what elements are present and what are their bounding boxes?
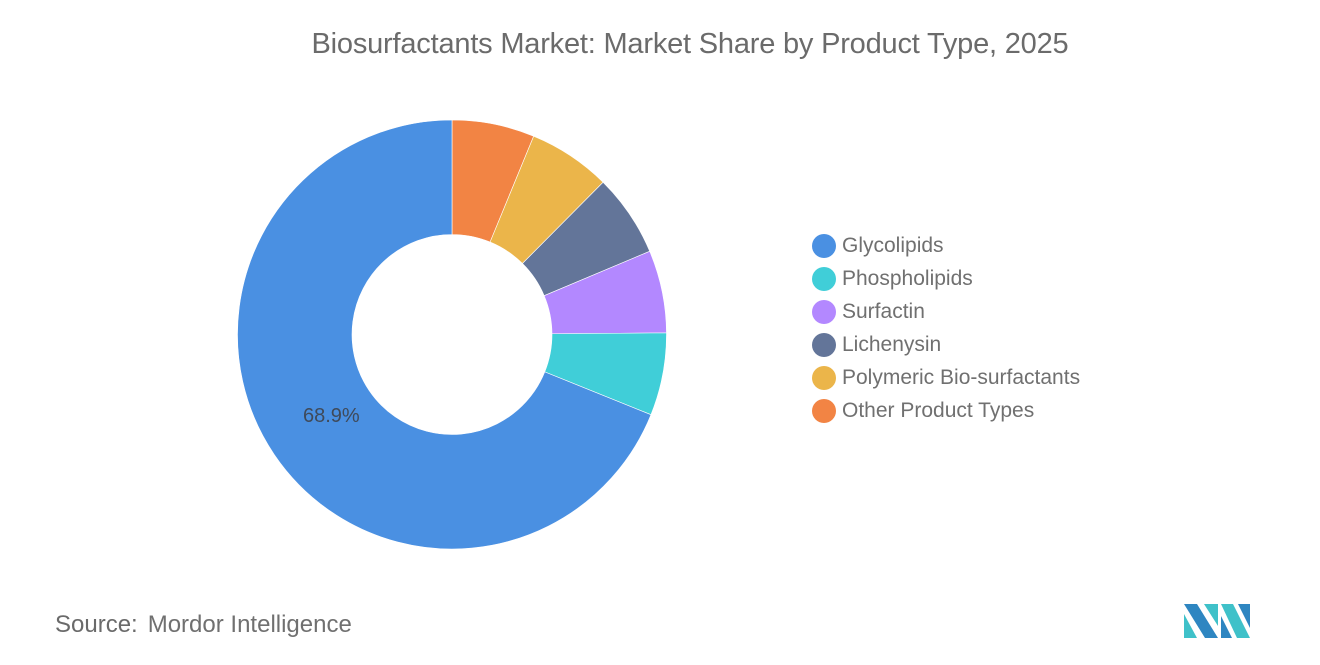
- legend-label: Phospholipids: [842, 266, 973, 290]
- legend-label: Surfactin: [842, 299, 925, 323]
- legend-marker-surfactin: [812, 299, 836, 324]
- legend-marker-glycolipids: [812, 233, 836, 258]
- legend-item-phospholipids[interactable]: Phospholipids: [812, 262, 1080, 295]
- legend-item-glycolipids[interactable]: Glycolipids: [812, 229, 1080, 262]
- legend-label: Other Product Types: [842, 398, 1035, 422]
- donut-slices: [237, 119, 667, 550]
- donut-slice-glycolipids[interactable]: [237, 119, 652, 550]
- source-value: Mordor Intelligence: [147, 611, 352, 638]
- source-key: Source:: [55, 611, 138, 638]
- legend-marker-polymeric-bio-surfactants: [812, 365, 836, 390]
- chart-legend: Glycolipids Phospholipids Surfactin Lich…: [812, 229, 1080, 427]
- legend-label: Polymeric Bio-surfactants: [842, 365, 1081, 389]
- legend-item-lichenysin[interactable]: Lichenysin: [812, 328, 1080, 361]
- legend-item-other-product-types[interactable]: Other Product Types: [812, 394, 1080, 427]
- glycolipids-percent-label: 68.9%: [303, 405, 360, 427]
- legend-item-surfactin[interactable]: Surfactin: [812, 295, 1080, 328]
- mordor-intelligence-logo-icon: [1184, 604, 1250, 638]
- legend-label: Lichenysin: [842, 332, 942, 356]
- source-attribution: Source: Mordor Intelligence: [55, 611, 352, 639]
- legend-item-polymeric-bio-surfactants[interactable]: Polymeric Bio-surfactants: [812, 361, 1080, 394]
- legend-marker-other-product-types: [812, 398, 836, 423]
- legend-marker-phospholipids: [812, 266, 836, 291]
- chart-title: Biosurfactants Market: Market Share by P…: [311, 28, 1069, 60]
- legend-marker-lichenysin: [812, 332, 836, 357]
- legend-label: Glycolipids: [842, 233, 944, 257]
